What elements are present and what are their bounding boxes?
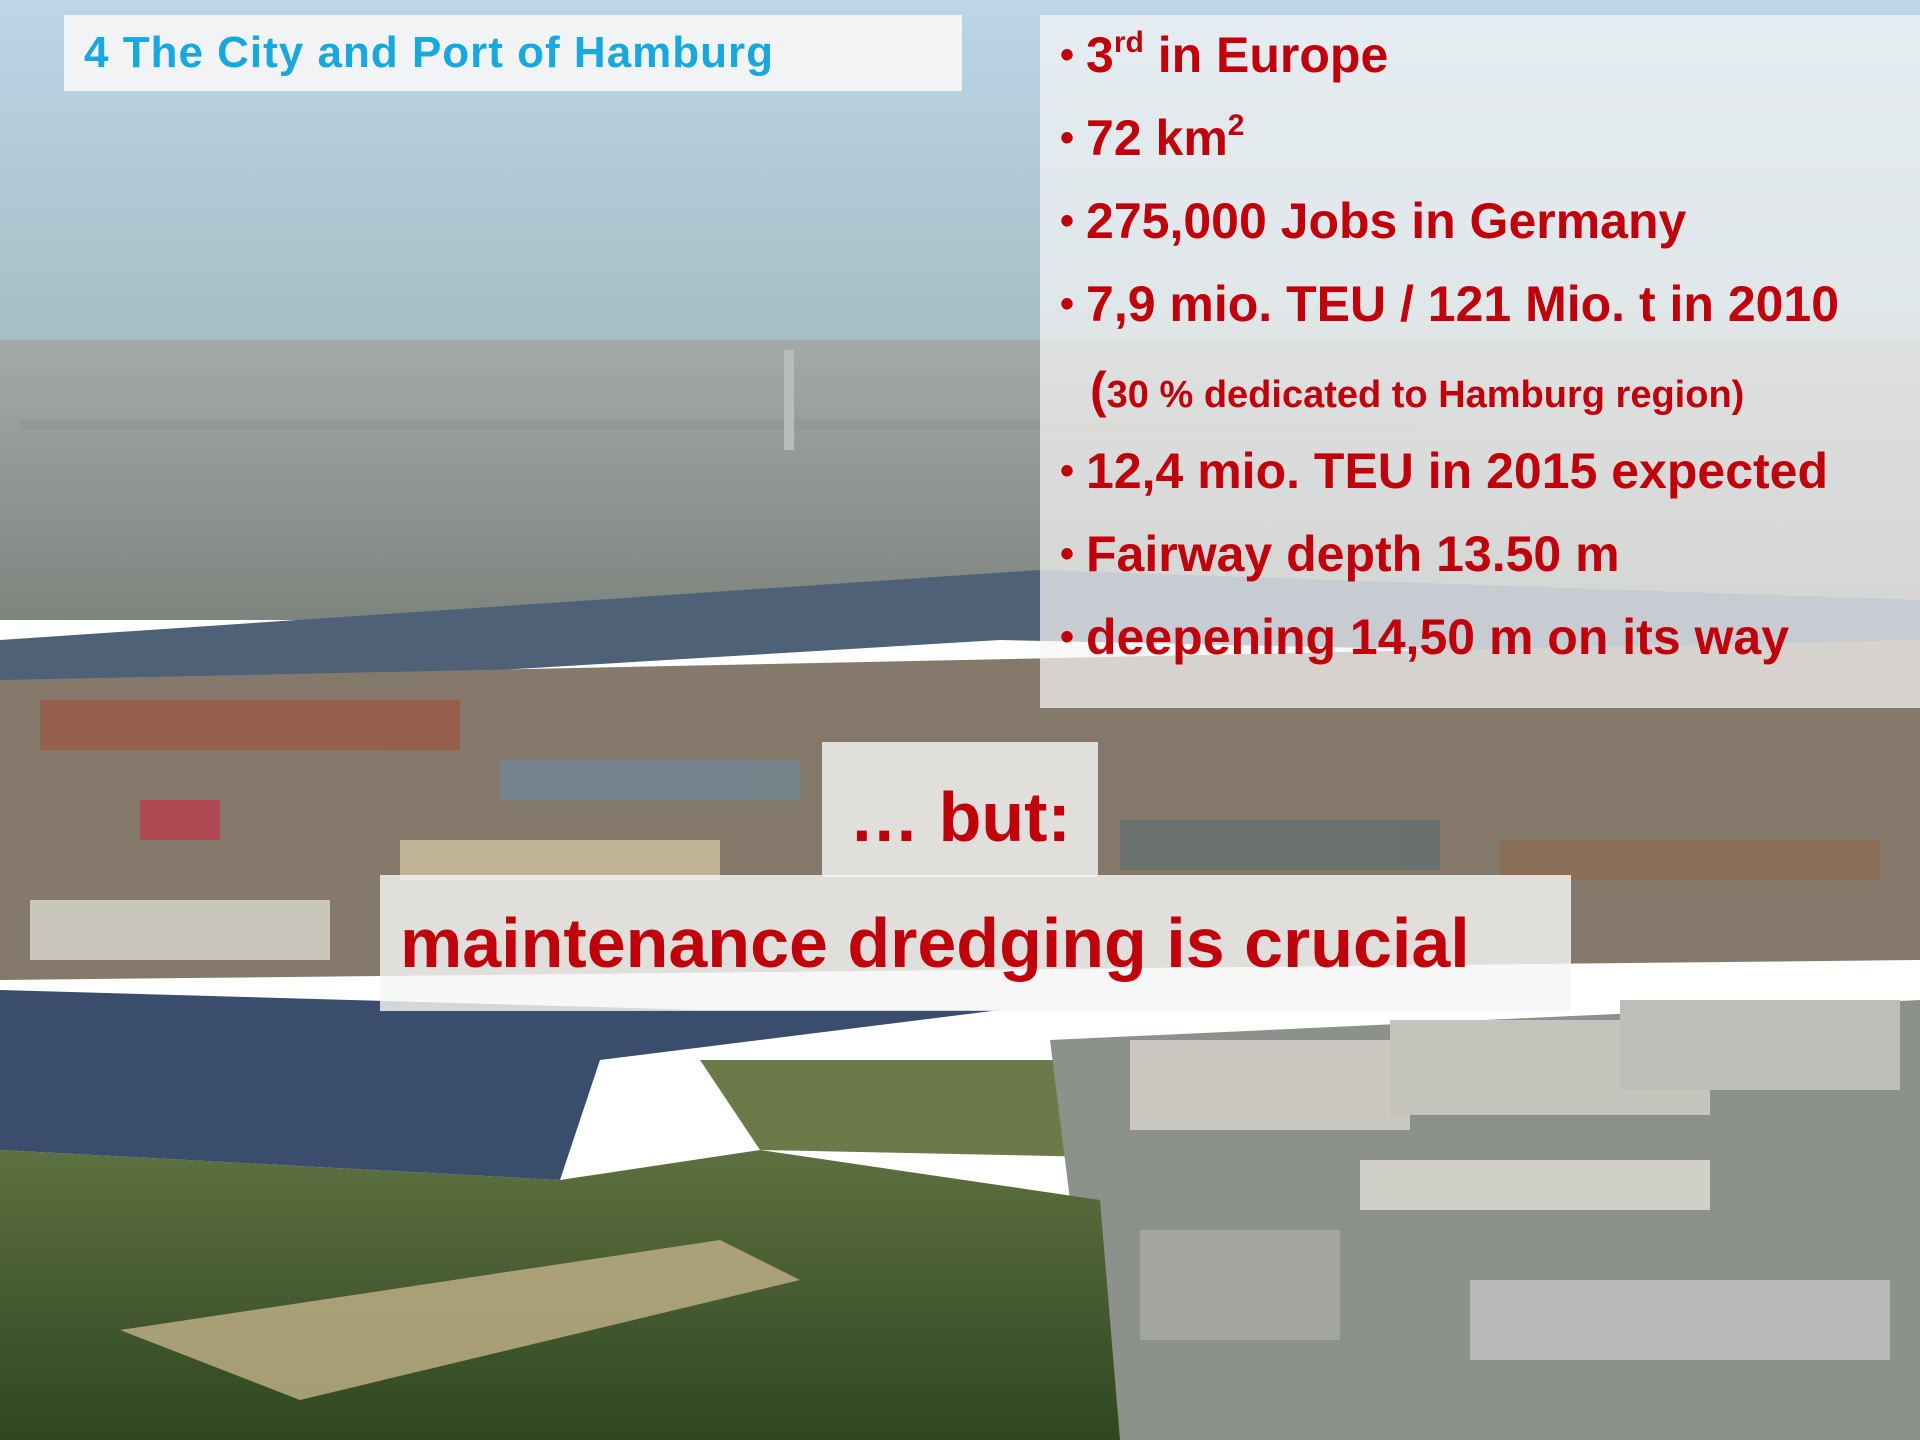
text: (	[1090, 362, 1107, 418]
text: in Europe	[1143, 27, 1389, 83]
bullet-item: Fairway depth 13.50 m	[1060, 524, 1620, 584]
bullet-item: 7,9 mio. TEU / 121 Mio. t in 2010	[1060, 274, 1839, 334]
note: (30 % dedicated to Hamburg region)	[1060, 360, 1744, 425]
text: 72 km	[1086, 110, 1228, 166]
bullet-item: 3rd in Europe	[1060, 25, 1388, 85]
bullet-item: 275,000 Jobs in Germany	[1060, 191, 1686, 251]
superscript: rd	[1113, 26, 1144, 59]
text: 275,000 Jobs in Germany	[1086, 193, 1687, 249]
text: Fairway depth 13.50 m	[1086, 526, 1620, 582]
bullet-item: deepening 14,50 m on its way	[1060, 607, 1789, 667]
bullet-item: 12,4 mio. TEU in 2015 expected	[1060, 441, 1828, 501]
text: 3	[1086, 27, 1114, 83]
facts-panel: 3rd in Europe 72 km2 275,000 Jobs in Germa…	[1040, 15, 1920, 708]
text: deepening 14,50 m on its way	[1086, 609, 1790, 665]
text: 7,9 mio. TEU / 121 Mio. t in 2010	[1086, 276, 1840, 332]
conclusion: maintenance dredging is crucial	[380, 875, 1571, 1011]
text: 12,4 mio. TEU in 2015 expected	[1086, 443, 1829, 499]
text: 30 % dedicated to Hamburg region)	[1106, 374, 1745, 416]
but-label: … but:	[822, 742, 1098, 877]
superscript: 2	[1227, 109, 1245, 142]
slide-title: 4 The City and Port of Hamburg	[64, 15, 962, 91]
bullet-item: 72 km2	[1060, 108, 1244, 168]
